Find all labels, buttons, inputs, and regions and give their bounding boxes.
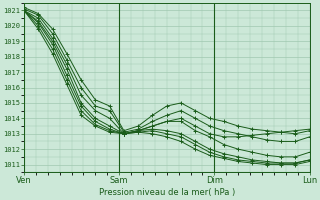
X-axis label: Pression niveau de la mer( hPa ): Pression niveau de la mer( hPa ) — [99, 188, 235, 197]
